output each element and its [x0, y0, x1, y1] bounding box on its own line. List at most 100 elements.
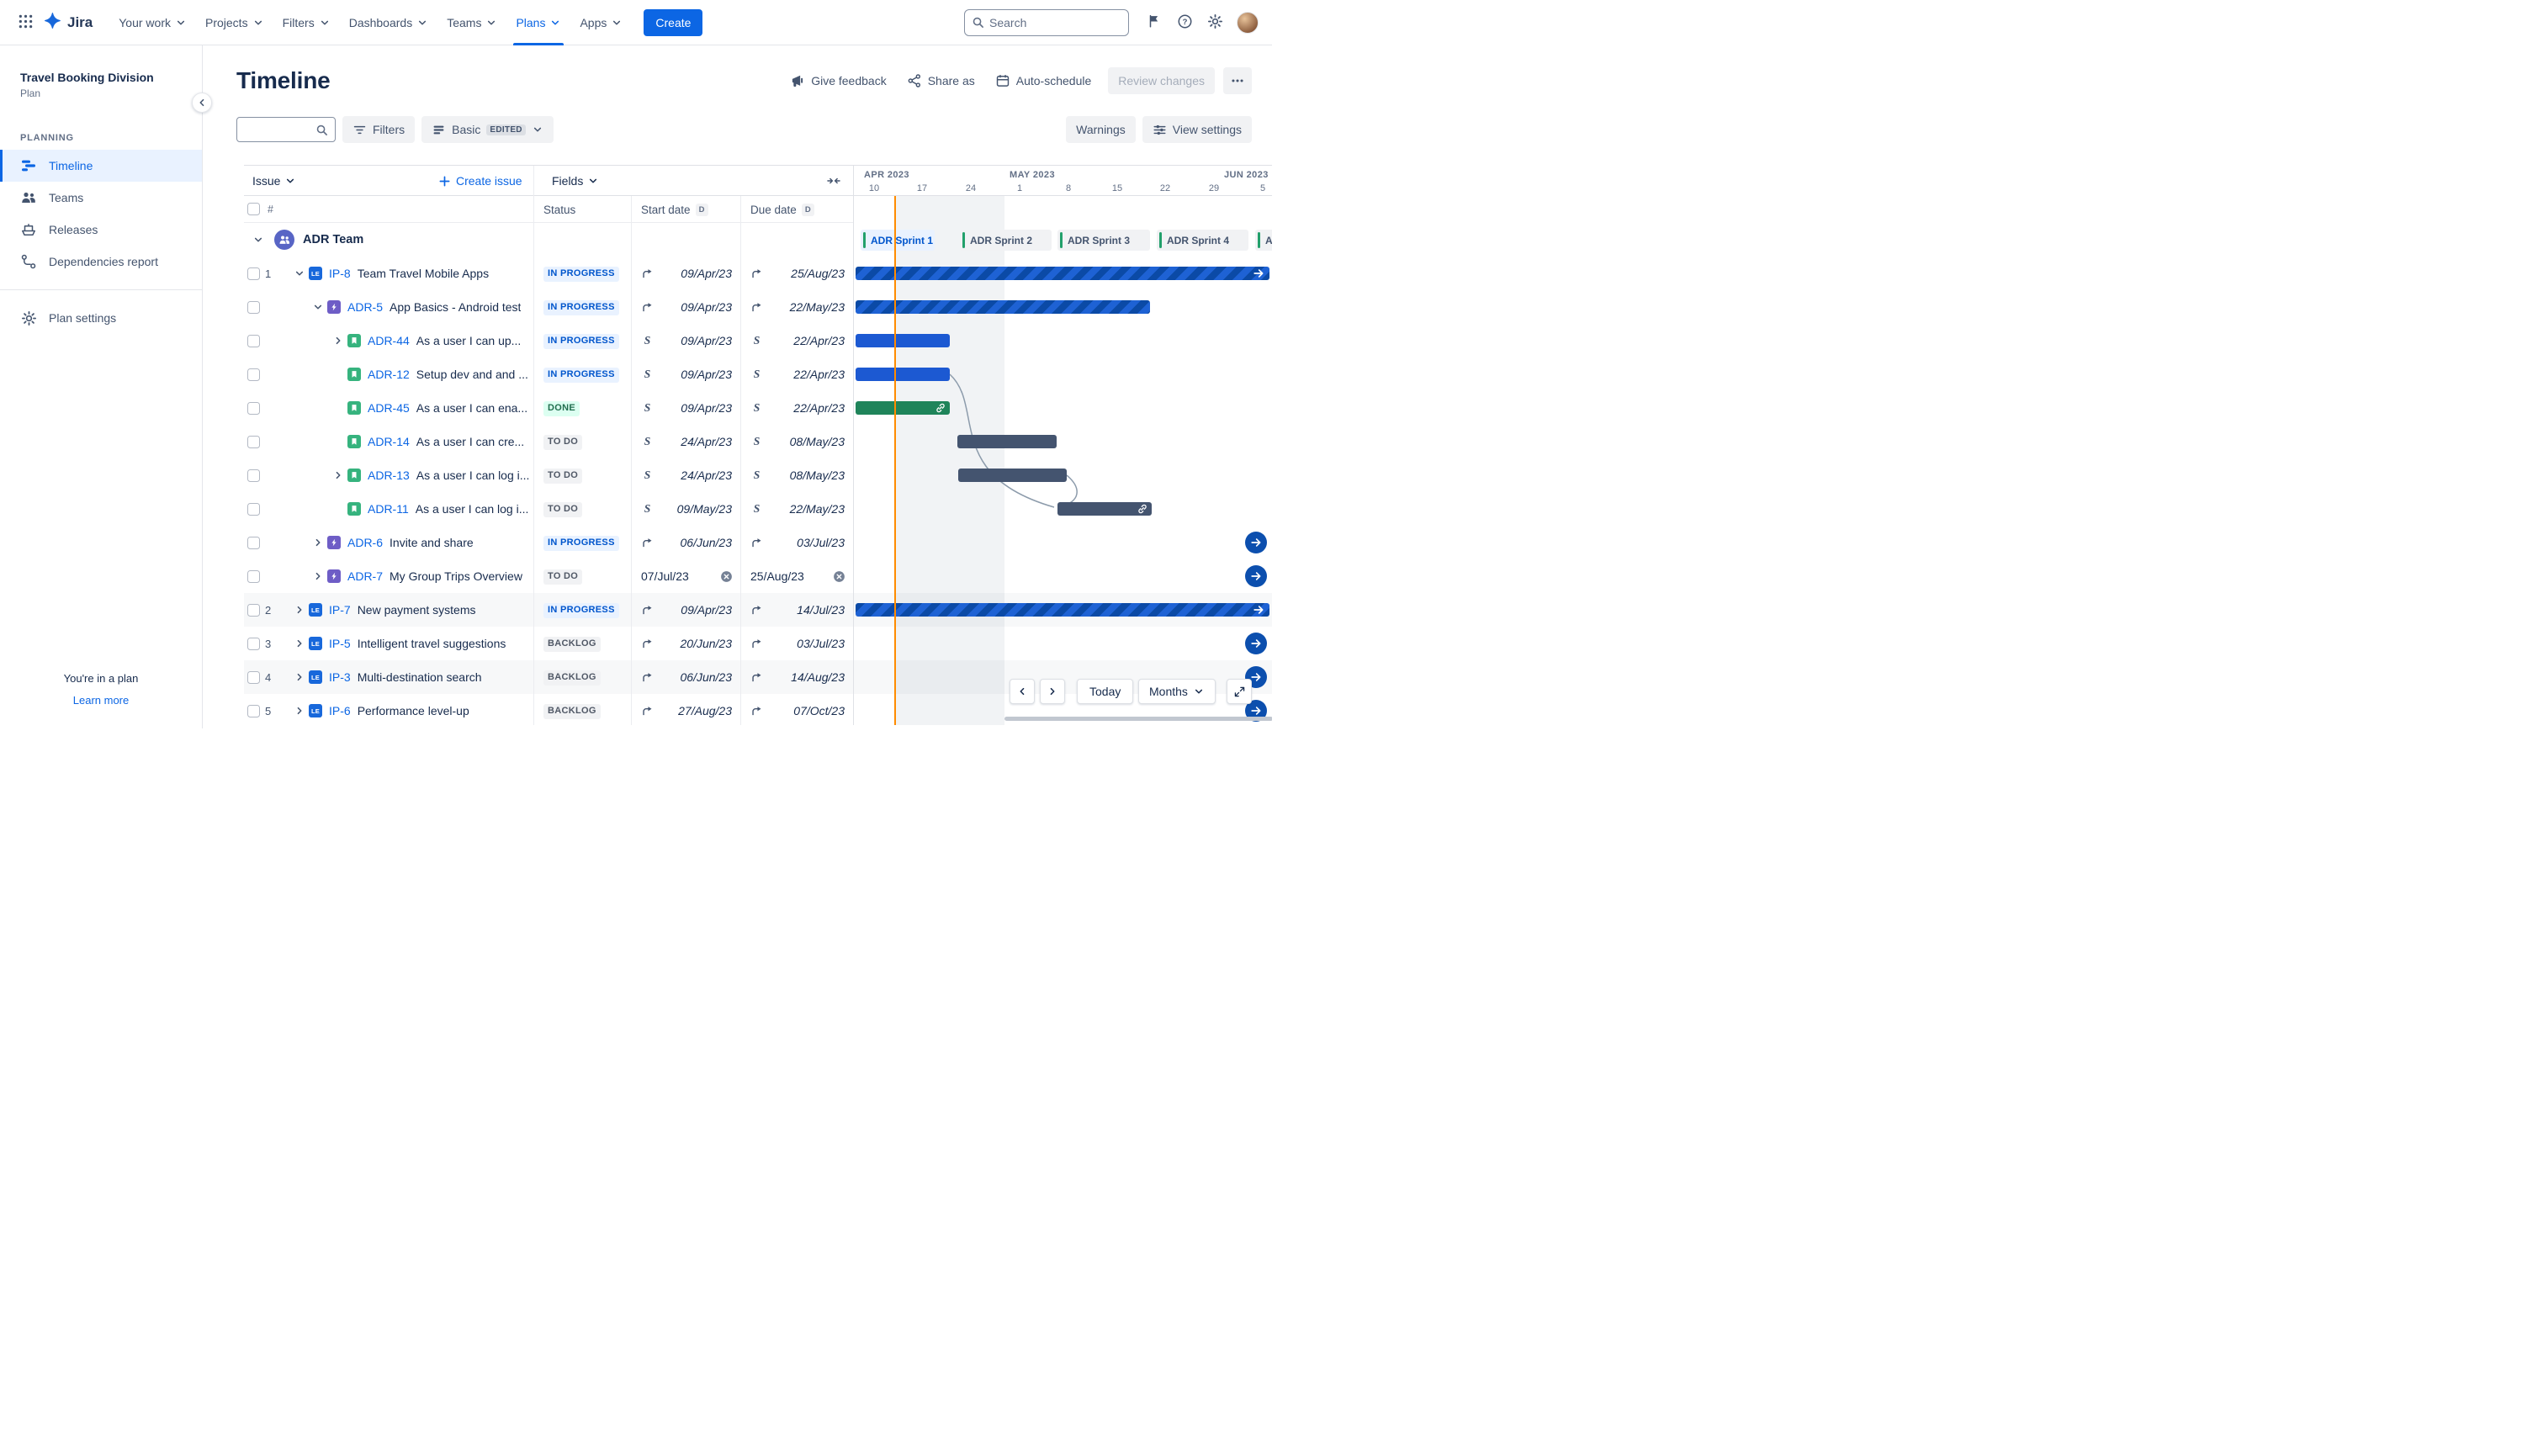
gantt-bar-adr-45[interactable] [856, 401, 950, 415]
row-checkbox[interactable] [247, 603, 260, 617]
start-date-cell[interactable]: 09/Apr/23 [631, 593, 740, 627]
global-search-input[interactable] [989, 15, 1121, 29]
issue-row-adr-44[interactable]: ADR-44 As a user I can up... IN PROGRESS … [244, 324, 1272, 357]
app-switcher-button[interactable] [12, 9, 39, 36]
sidebar-item-dependencies-report[interactable]: Dependencies report [0, 246, 202, 278]
chevron-down-icon[interactable] [294, 267, 309, 279]
chevron-right-icon[interactable] [294, 604, 309, 616]
nav-item-teams[interactable]: Teams [437, 0, 506, 45]
view-settings-button[interactable]: View settings [1142, 116, 1252, 143]
chevron-down-icon[interactable] [312, 301, 327, 313]
nav-item-projects[interactable]: Projects [196, 0, 273, 45]
due-date-cell[interactable]: S 08/May/23 [740, 425, 853, 458]
gantt-bar-adr-13[interactable] [958, 469, 1067, 482]
chevron-right-icon[interactable] [294, 638, 309, 649]
timeline-horizontal-scrollbar[interactable] [1004, 717, 1272, 721]
issue-key-link[interactable]: ADR-6 [347, 536, 384, 549]
start-date-cell[interactable]: S 09/Apr/23 [631, 391, 740, 425]
issue-column-header[interactable]: Issue [252, 166, 296, 196]
sidebar-item-teams[interactable]: Teams [0, 182, 202, 214]
jira-logo[interactable]: Jira [44, 12, 93, 33]
due-date-cell[interactable]: S 22/Apr/23 [740, 357, 853, 391]
column-header-due-date[interactable]: Due date D [750, 196, 814, 223]
sidebar-item-releases[interactable]: Releases [0, 214, 202, 246]
issue-key-link[interactable]: IP-5 [329, 637, 351, 650]
gantt-bar-adr-12[interactable] [856, 368, 950, 381]
sprint-chip[interactable]: ADR Sprint 2 [960, 230, 1052, 251]
gantt-bar-adr-14[interactable] [957, 435, 1057, 448]
issue-key-link[interactable]: ADR-44 [368, 334, 410, 347]
jump-to-bar-button[interactable] [1245, 565, 1267, 587]
create-button[interactable]: Create [644, 8, 703, 36]
fields-column-header[interactable]: Fields [552, 166, 599, 196]
issue-row-adr-11[interactable]: ADR-11 As a user I can log i... TO DO S 09… [244, 492, 1272, 526]
issue-row-adr-12[interactable]: ADR-12 Setup dev and and ... IN PROGRESS … [244, 357, 1272, 391]
issue-row-adr-14[interactable]: ADR-14 As a user I can cre... TO DO S 24/A… [244, 425, 1272, 458]
give-feedback-button[interactable]: Give feedback [782, 68, 895, 93]
start-date-cell[interactable]: S 09/Apr/23 [631, 357, 740, 391]
due-date-cell[interactable]: 25/Aug/23 [740, 257, 853, 290]
issue-key-link[interactable]: IP-8 [329, 267, 351, 280]
chevron-right-icon[interactable] [312, 570, 327, 582]
row-checkbox[interactable] [247, 637, 260, 650]
gantt-bar-adr-44[interactable] [856, 334, 950, 347]
chevron-right-icon[interactable] [332, 469, 347, 481]
issue-key-link[interactable]: ADR-45 [368, 401, 410, 415]
issue-key-link[interactable]: IP-3 [329, 670, 351, 684]
global-search[interactable] [964, 8, 1129, 36]
nav-item-dashboards[interactable]: Dashboards [340, 0, 438, 45]
today-button[interactable]: Today [1077, 679, 1134, 704]
due-date-cell[interactable]: 25/Aug/23 [740, 559, 853, 593]
due-date-cell[interactable]: S 08/May/23 [740, 458, 853, 492]
start-date-cell[interactable]: S 24/Apr/23 [631, 425, 740, 458]
due-date-cell[interactable]: 03/Jul/23 [740, 627, 853, 660]
announcements-button[interactable] [1141, 9, 1168, 36]
warnings-button[interactable]: Warnings [1066, 116, 1136, 143]
gantt-bar-adr-11[interactable] [1057, 502, 1152, 516]
due-date-cell[interactable]: 22/May/23 [740, 290, 853, 324]
start-date-cell[interactable]: 06/Jun/23 [631, 660, 740, 694]
due-date-cell[interactable]: 14/Aug/23 [740, 660, 853, 694]
status-badge[interactable]: IN PROGRESS [543, 266, 619, 282]
status-badge[interactable]: TO DO [543, 468, 583, 484]
row-checkbox[interactable] [247, 536, 260, 549]
due-date-cell[interactable]: 03/Jul/23 [740, 526, 853, 559]
nav-item-plans[interactable]: Plans [506, 0, 570, 45]
start-date-cell[interactable]: 20/Jun/23 [631, 627, 740, 660]
zoom-select[interactable]: Months [1138, 679, 1216, 704]
timeline-search-input[interactable] [244, 123, 315, 136]
issue-row-adr-7[interactable]: ADR-7 My Group Trips Overview TO DO 07/Ju… [244, 559, 1272, 593]
issue-row-adr-5[interactable]: ADR-5 App Basics - Android test IN PROGRE… [244, 290, 1272, 324]
start-date-cell[interactable]: 07/Jul/23 [631, 559, 740, 593]
issue-key-link[interactable]: ADR-11 [368, 502, 409, 516]
start-date-cell[interactable]: 27/Aug/23 [631, 694, 740, 725]
collapse-sidebar-button[interactable] [192, 93, 212, 113]
select-all-checkbox[interactable] [247, 203, 260, 215]
start-date-cell[interactable]: S 09/May/23 [631, 492, 740, 526]
review-changes-button[interactable]: Review changes [1108, 67, 1215, 94]
more-actions-button[interactable] [1223, 67, 1252, 94]
row-checkbox[interactable] [247, 469, 260, 482]
issue-key-link[interactable]: ADR-14 [368, 435, 410, 448]
due-date-cell[interactable]: S 22/Apr/23 [740, 324, 853, 357]
issue-key-link[interactable]: IP-6 [329, 704, 351, 717]
learn-more-link[interactable]: Learn more [72, 694, 130, 707]
issue-row-ip-6[interactable]: 5 LE IP-6 Performance level-up BACKLOG 27/… [244, 694, 1272, 725]
chevron-right-icon[interactable] [332, 335, 347, 347]
status-badge[interactable]: BACKLOG [543, 670, 601, 686]
start-date-cell[interactable]: 09/Apr/23 [631, 257, 740, 290]
view-mode-button[interactable]: Basic EDITED [421, 116, 554, 143]
gantt-bar-adr-5[interactable] [856, 300, 1150, 314]
row-checkbox[interactable] [247, 401, 260, 415]
help-button[interactable]: ? [1171, 9, 1198, 36]
sprint-chip[interactable]: AD [1255, 230, 1272, 251]
scroll-right-button[interactable] [1040, 679, 1065, 704]
auto-schedule-button[interactable]: Auto-schedule [987, 68, 1100, 93]
issue-key-link[interactable]: ADR-13 [368, 469, 410, 482]
status-badge[interactable]: DONE [543, 400, 580, 416]
nav-item-apps[interactable]: Apps [570, 0, 632, 45]
gantt-bar-ip-8[interactable] [856, 267, 1269, 280]
sprint-chip[interactable]: ADR Sprint 1 [861, 230, 935, 251]
status-badge[interactable]: IN PROGRESS [543, 367, 619, 383]
chevron-right-icon[interactable] [294, 671, 309, 683]
